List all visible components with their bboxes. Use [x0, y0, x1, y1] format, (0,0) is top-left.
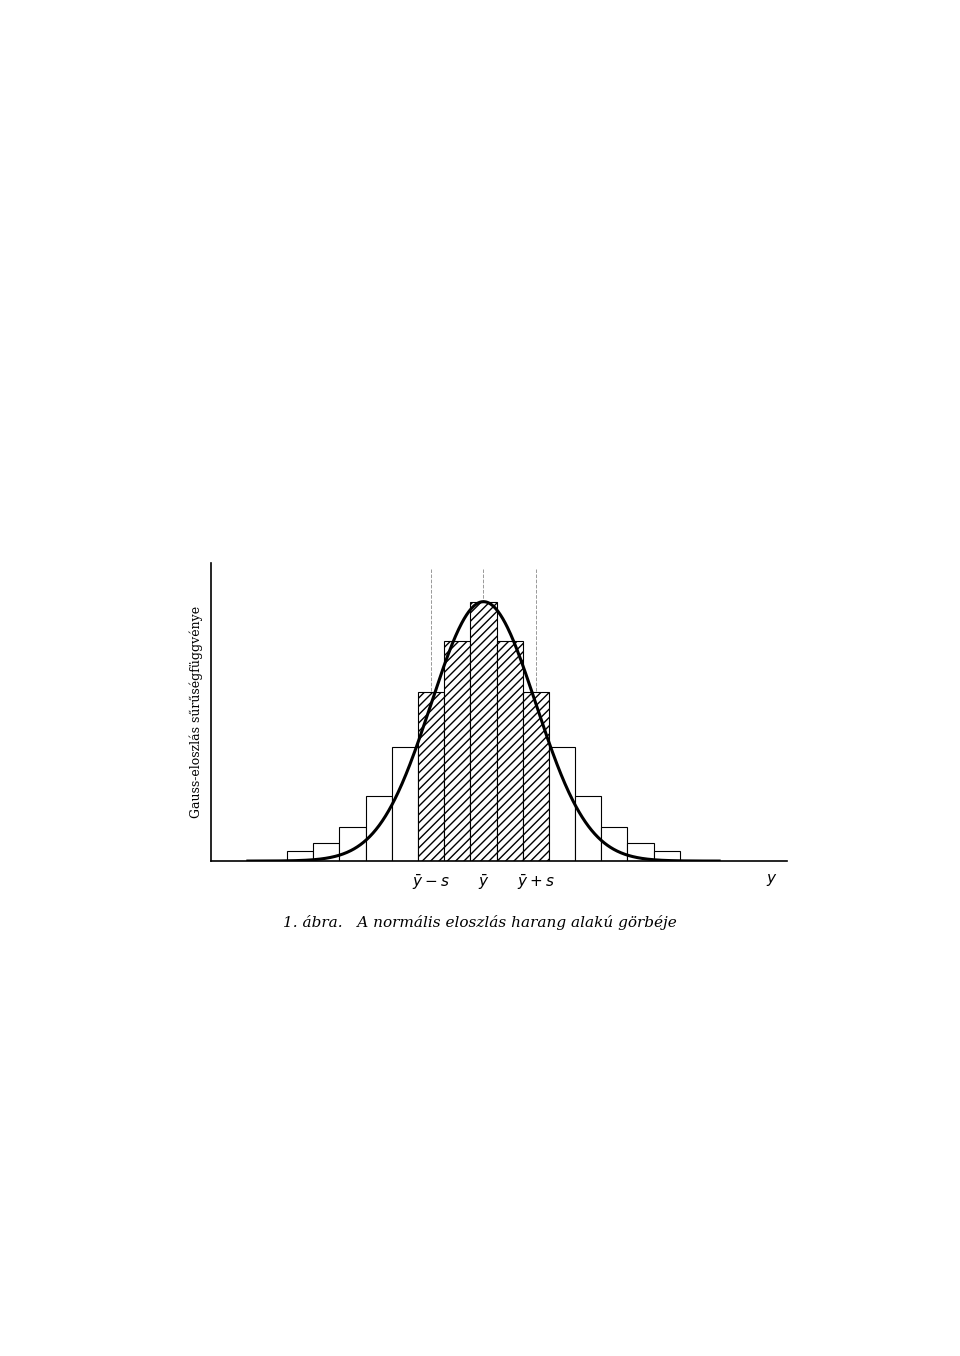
Bar	[444, 640, 470, 861]
Bar	[496, 640, 523, 861]
Bar	[575, 796, 601, 861]
Bar	[340, 827, 366, 861]
Text: 1. ábra.   A normális eloszlás harang alakú görbéje: 1. ábra. A normális eloszlás harang alak…	[283, 915, 677, 930]
Bar	[601, 827, 628, 861]
Bar	[470, 602, 496, 861]
Bar	[392, 747, 418, 861]
Text: $\bar{y}$: $\bar{y}$	[478, 872, 490, 891]
Y-axis label: Gauss-eloszlás sűrűségfüggvénye: Gauss-eloszlás sűrűségfüggvénye	[189, 606, 203, 818]
Bar	[418, 693, 444, 861]
Bar	[366, 796, 392, 861]
Bar	[654, 850, 680, 861]
Bar	[628, 843, 654, 861]
Bar	[549, 747, 575, 861]
Bar	[287, 850, 313, 861]
Text: $y$: $y$	[766, 872, 778, 888]
Text: $\bar{y}+s$: $\bar{y}+s$	[517, 872, 555, 891]
Bar	[313, 843, 340, 861]
Bar	[523, 693, 549, 861]
Text: $\bar{y}-s$: $\bar{y}-s$	[412, 872, 450, 891]
